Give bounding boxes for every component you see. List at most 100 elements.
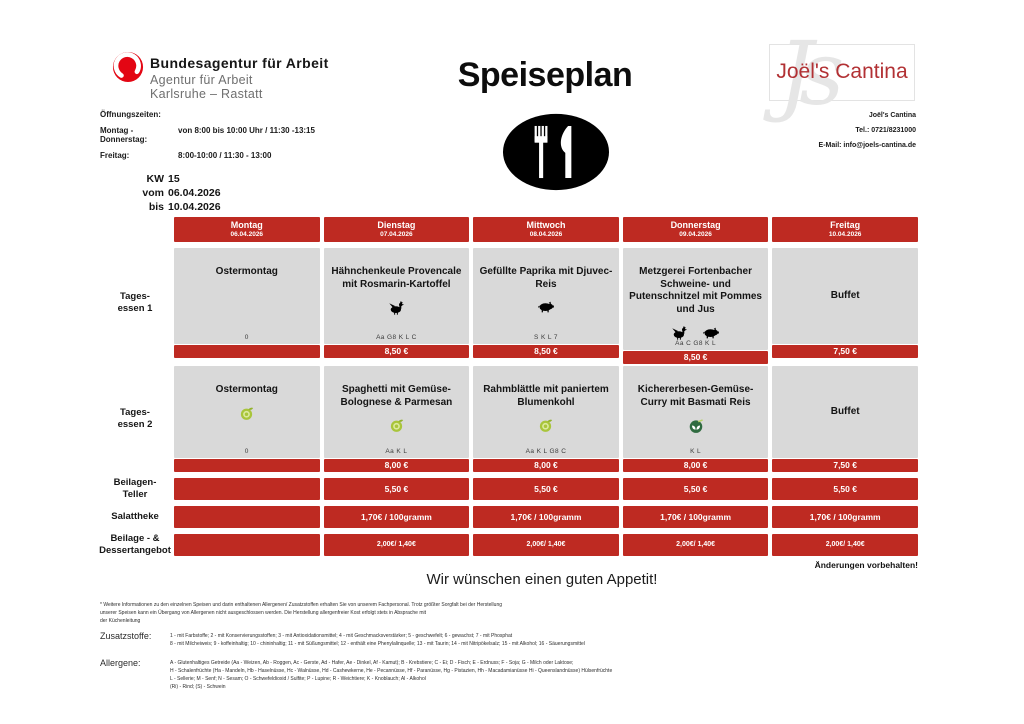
meal-body: Rahmblättle mit paniertem Blumenkohl Aa … — [473, 366, 619, 458]
allergen-code: 0 — [244, 448, 249, 455]
meal-title: Buffet — [830, 405, 860, 417]
meal-title: Metzgerei Fortenbacher Schweine- und Put… — [629, 266, 762, 315]
price-cell: 2,00€/ 1,40€ — [622, 534, 769, 556]
allergene-text: A - Glutenhaltiges Getreide (Aa - Weizen… — [170, 659, 890, 691]
price-cell: 1,70€ / 100gramm — [323, 506, 470, 528]
meal-price: 8,50 € — [323, 345, 470, 358]
meal-icons — [672, 325, 719, 340]
zusatzstoffe-label: Zusatzstoffe: — [100, 631, 152, 641]
vegetarian-icon — [389, 418, 404, 433]
meal-body: Kichererbesen-Gemüse-Curry mit Basmati R… — [622, 366, 769, 458]
meal-price: 7,50 € — [772, 345, 918, 358]
price-cell: 5,50 € — [772, 478, 918, 500]
chicken-icon — [672, 325, 688, 340]
week-label: KW — [146, 173, 165, 185]
allergene-label: Allergene: — [100, 658, 141, 668]
meal-price: 8,00 € — [323, 459, 470, 472]
day-header-mittwoch: Mittwoch 08.04.2026 — [473, 217, 619, 242]
meal-cell-tagesessen2-donnerstag: Kichererbesen-Gemüse-Curry mit Basmati R… — [622, 366, 769, 472]
row-label-line: Teller — [122, 489, 148, 500]
price-cell — [174, 478, 320, 500]
footnote-line: * Weitere Informationen zu den einzelnen… — [100, 602, 502, 608]
meal-icons — [688, 418, 704, 434]
cantina-email: E-Mail: info@joels-cantina.de — [818, 142, 916, 149]
ba-subtitle-line1: Agentur für Arbeit — [150, 73, 253, 87]
day-name: Freitag — [830, 220, 861, 230]
week-value: 15 — [168, 173, 180, 185]
beilagen-teller-row: Beilagen- Teller 5,50 € 5,50 € 5,50 € 5,… — [100, 477, 918, 500]
meal-title: Buffet — [830, 289, 860, 301]
meal-price: 8,50 € — [473, 345, 619, 358]
day-date: 10.04.2026 — [828, 231, 862, 238]
meal-title: Ostermontag — [215, 266, 278, 277]
price-cell: 2,00€/ 1,40€ — [772, 534, 918, 556]
week-row: vom 06.04.2026 — [118, 186, 220, 200]
week-label: bis — [148, 201, 164, 213]
meal-price: 8,00 € — [622, 459, 769, 472]
row-label-line: Dessertangebot — [99, 545, 171, 556]
day-name: Mittwoch — [526, 220, 566, 230]
week-block: KW 15 vom 06.04.2026 bis 10.04.2026 — [118, 172, 221, 214]
meal-icons — [389, 418, 404, 433]
pig-icon — [538, 300, 554, 313]
vegetarian-icon — [538, 418, 553, 433]
cantina-brand: Joël's Cantina — [776, 60, 908, 83]
allergen-code: Aa C G8 K L — [675, 340, 717, 347]
footnote-line: unserer Speisen kann ein Übergang von Al… — [100, 610, 427, 616]
meal-title: Kichererbesen-Gemüse-Curry mit Basmati R… — [637, 384, 754, 408]
meal-body: Ostermontag 0 — [174, 248, 320, 344]
day-header-montag: Montag 06.04.2026 — [174, 217, 320, 242]
row-label-line: Tages- — [120, 407, 150, 418]
day-header-donnerstag: Donnerstag 09.04.2026 — [622, 217, 769, 242]
row-label-line: essen 2 — [117, 419, 153, 430]
week-row: KW 15 — [118, 172, 221, 186]
row-label-salattheke: Salattheke — [100, 506, 170, 528]
meal-title: Gefüllte Paprika mit Djuvec-Reis — [479, 266, 613, 290]
vegetarian-icon — [239, 406, 254, 421]
meal-body: Metzgerei Fortenbacher Schweine- und Put… — [622, 248, 769, 350]
salattheke-row: Salattheke 1,70€ / 100gramm 1,70€ / 100g… — [100, 506, 918, 528]
price-cell: 5,50 € — [323, 478, 470, 500]
week-label: vom — [142, 187, 164, 199]
meal-price: 8,50 € — [622, 351, 769, 364]
meal-cell-tagesessen2-montag: Ostermontag 0 — [174, 366, 320, 472]
meal-title: Spaghetti mit Gemüse-Bolognese & Parmesa… — [340, 384, 453, 408]
meal-title: Ostermontag — [215, 384, 278, 395]
day-date: 08.04.2026 — [529, 231, 563, 238]
row-label-line: Beilage - & — [110, 533, 160, 544]
tagesessen2-row: Tages- essen 2 Ostermontag 0 Spaghetti m… — [100, 366, 918, 472]
meal-cell-tagesessen2-mittwoch: Rahmblättle mit paniertem Blumenkohl Aa … — [473, 366, 619, 472]
price-cell — [174, 534, 320, 556]
day-header-dienstag: Dienstag 07.04.2026 — [323, 217, 470, 242]
menu-table: Montag 06.04.2026 Dienstag 07.04.2026 Mi… — [99, 217, 918, 556]
price-cell: 1,70€ / 100gramm — [622, 506, 769, 528]
vegan-icon — [688, 418, 704, 434]
meal-cell-tagesessen2-freitag: Buffet 7,50 € — [772, 366, 918, 472]
meal-cell-tagesessen2-dienstag: Spaghetti mit Gemüse-Bolognese & Parmesa… — [323, 366, 470, 472]
price-cell: 2,00€/ 1,40€ — [473, 534, 619, 556]
fork-knife-icon — [500, 112, 612, 192]
allergene-line: (Ri) - Rind; (S) - Schwein — [170, 684, 226, 690]
cantina-logo-box — [769, 44, 915, 101]
appetit-message: Wir wünschen einen guten Appetit! — [426, 571, 658, 588]
meal-body: Gefüllte Paprika mit Djuvec-Reis S K L 7 — [473, 248, 619, 344]
hours-time: 8:00-10:00 / 11:30 - 13:00 — [178, 151, 272, 160]
opening-hours-row: Montag - Donnerstag: von 8:00 bis 10:00 … — [100, 126, 315, 144]
allergen-code: S K L 7 — [534, 334, 558, 341]
meal-body: Buffet — [772, 248, 918, 344]
price-cell: 1,70€ / 100gramm — [772, 506, 918, 528]
tagesessen1-row: Tages- essen 1 Ostermontag 0 Hähnchenkeu… — [100, 248, 918, 364]
meal-cell-tagesessen1-dienstag: Hähnchenkeule Provencale mit Rosmarin-Ka… — [323, 248, 470, 358]
meal-cell-tagesessen1-montag: Ostermontag 0 — [174, 248, 320, 358]
allergene-line: L - Sellerie; M - Senf; N - Sesam; O - S… — [170, 676, 426, 682]
meal-cell-tagesessen1-donnerstag: Metzgerei Fortenbacher Schweine- und Put… — [622, 248, 769, 364]
week-row: bis 10.04.2026 — [118, 200, 221, 214]
meal-cell-tagesessen1-mittwoch: Gefüllte Paprika mit Djuvec-Reis S K L 7… — [473, 248, 619, 358]
row-label-line: essen 1 — [117, 303, 153, 314]
ba-subtitle-line2: Karlsruhe – Rastatt — [150, 87, 263, 101]
meal-price: 8,00 € — [473, 459, 619, 472]
zusatzstoffe-line: 8 - mit Milcheiweis; 9 - koffeinhaltig; … — [170, 641, 585, 647]
meal-icons — [538, 418, 553, 433]
meal-price — [174, 345, 320, 358]
meal-title: Rahmblättle mit paniertem Blumenkohl — [483, 384, 609, 408]
